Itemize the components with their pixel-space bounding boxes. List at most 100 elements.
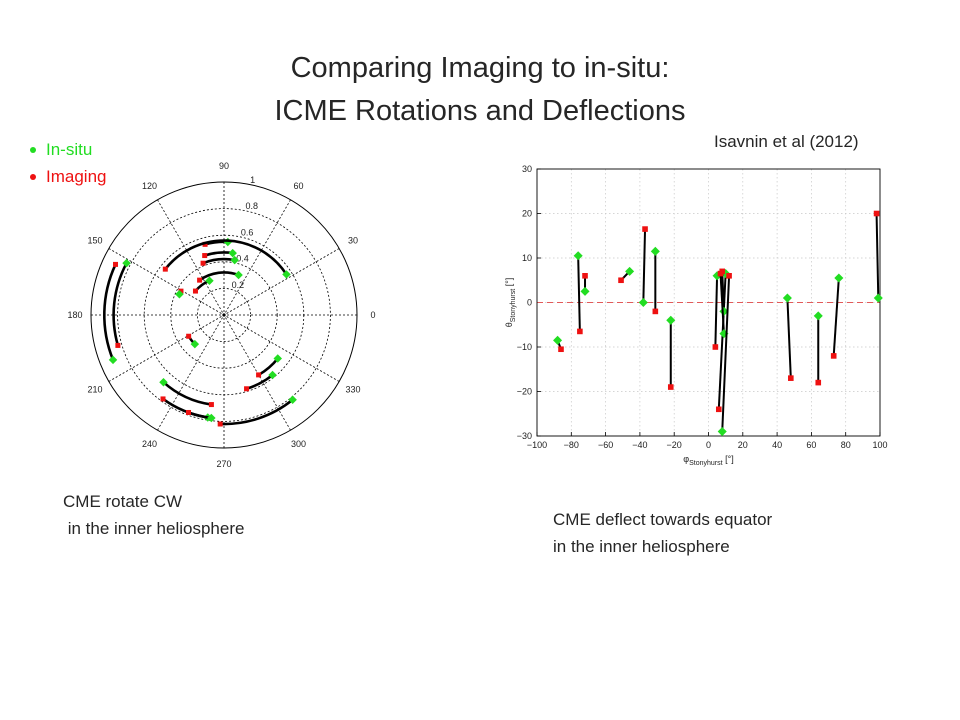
- x-axis-label: φStonyhurst [°]: [683, 454, 733, 467]
- tick-label-y: −20: [517, 387, 532, 397]
- polar-angle-label: 270: [216, 459, 231, 469]
- tick-label-y: 20: [522, 209, 532, 219]
- legend-label: Imaging: [46, 167, 107, 186]
- imaging-point: [642, 226, 648, 232]
- polar-angle-label: 240: [142, 439, 157, 449]
- rotation-arc: [112, 262, 128, 346]
- deflection-line: [832, 277, 840, 356]
- rotation-arc: [164, 239, 288, 276]
- polar-radius-label: 0.6: [241, 227, 254, 237]
- imaging-point: [162, 266, 168, 272]
- rotation-arc: [162, 381, 212, 406]
- polar-angle-label: 0: [370, 310, 375, 320]
- polar-grid-circle: [196, 287, 251, 342]
- polar-radius-label: 0.8: [245, 201, 258, 211]
- imaging-point: [160, 396, 166, 402]
- imaging-point: [558, 346, 564, 353]
- in-situ-point: [717, 427, 727, 437]
- deflection-line: [721, 275, 731, 432]
- legend: In-situ Imaging: [30, 136, 106, 190]
- rotation-arc: [103, 263, 117, 361]
- in-situ-point: [834, 273, 844, 283]
- in-situ-point: [159, 377, 168, 387]
- polar-angle-label: 210: [87, 384, 102, 394]
- citation: Isavnin et al (2012): [714, 132, 859, 151]
- in-situ-point: [782, 293, 792, 303]
- in-situ-point: [205, 276, 214, 285]
- imaging-point: [202, 253, 208, 259]
- tick-label-x: 60: [806, 440, 816, 450]
- caption-line: CME rotate CW: [63, 492, 183, 511]
- imaging-point: [830, 353, 837, 359]
- in-situ-point: [190, 339, 200, 349]
- caption-line: in the inner heliosphere: [63, 519, 245, 538]
- imaging-point: [712, 344, 719, 350]
- imaging-point: [652, 308, 659, 315]
- imaging-point: [788, 375, 794, 381]
- tick-label-x: −20: [667, 440, 682, 450]
- deflection-line: [721, 271, 725, 312]
- polar-angle-label: 90: [219, 161, 229, 171]
- polar-angle-label: 150: [87, 236, 102, 246]
- imaging-point: [715, 406, 722, 413]
- tick-label-y: 30: [522, 164, 532, 174]
- in-situ-point: [230, 255, 239, 265]
- imaging-point: [717, 270, 724, 277]
- slide-title-line2: ICME Rotations and Deflections: [274, 95, 686, 127]
- deflection-line: [577, 255, 581, 332]
- in-situ-point: [122, 258, 131, 268]
- slide-title-line1: Comparing Imaging to in-situ:: [290, 52, 670, 84]
- polar-grid-circle: [117, 208, 331, 422]
- deflection-line: [642, 229, 647, 303]
- imaging-point: [577, 328, 583, 335]
- imaging-point: [200, 260, 206, 266]
- in-situ-point: [873, 293, 883, 303]
- polar-radius-label: 0.4: [236, 254, 249, 264]
- bullet-icon: [30, 173, 36, 180]
- deflection-line: [714, 275, 719, 348]
- polar-angle-label: 60: [293, 181, 303, 191]
- deflection-line: [786, 298, 792, 379]
- polar-angle-label: 120: [142, 181, 157, 191]
- tick-label-y: −30: [517, 431, 532, 441]
- imaging-point: [618, 277, 624, 284]
- in-situ-point: [666, 315, 676, 325]
- in-situ-point: [573, 251, 583, 261]
- tick-label-x: 0: [706, 440, 711, 450]
- imaging-point: [815, 379, 822, 386]
- in-situ-point: [207, 413, 216, 423]
- imaging-point: [186, 333, 192, 339]
- tick-label-x: −100: [527, 440, 547, 450]
- polar-radius-label: 1: [250, 175, 255, 185]
- y-axis-label: θStonyhurst [°]: [504, 278, 517, 328]
- tick-label-y: −10: [517, 342, 532, 352]
- caption-line: in the inner heliosphere: [553, 537, 730, 556]
- imaging-point: [113, 261, 119, 267]
- tick-label-y: 0: [527, 298, 532, 308]
- polar-center: [222, 313, 226, 317]
- tick-label-x: −60: [598, 440, 613, 450]
- imaging-point: [726, 273, 732, 279]
- rotation-arc: [220, 398, 294, 426]
- imaging-point: [667, 384, 674, 390]
- imaging-point: [582, 273, 588, 279]
- imaging-point: [197, 277, 203, 283]
- imaging-point: [192, 288, 198, 294]
- tick-label-x: −80: [564, 440, 579, 450]
- polar-grid-circle: [170, 261, 278, 369]
- tick-label-x: 80: [841, 440, 851, 450]
- tick-label-y: 10: [522, 253, 532, 263]
- polar-angle-label: 30: [348, 236, 358, 246]
- in-situ-point: [273, 354, 282, 363]
- polar-angle-label: 180: [68, 310, 83, 320]
- plot-frame: [536, 168, 881, 437]
- legend-item-imaging: Imaging: [30, 163, 106, 190]
- imaging-point: [186, 409, 192, 415]
- legend-item-in-situ: In-situ: [30, 136, 106, 163]
- tick-label-x: 40: [772, 440, 782, 450]
- in-situ-point: [175, 289, 184, 299]
- tick-label-x: 20: [738, 440, 748, 450]
- in-situ-point: [268, 370, 277, 380]
- imaging-point: [178, 288, 184, 294]
- in-situ-point: [108, 355, 118, 365]
